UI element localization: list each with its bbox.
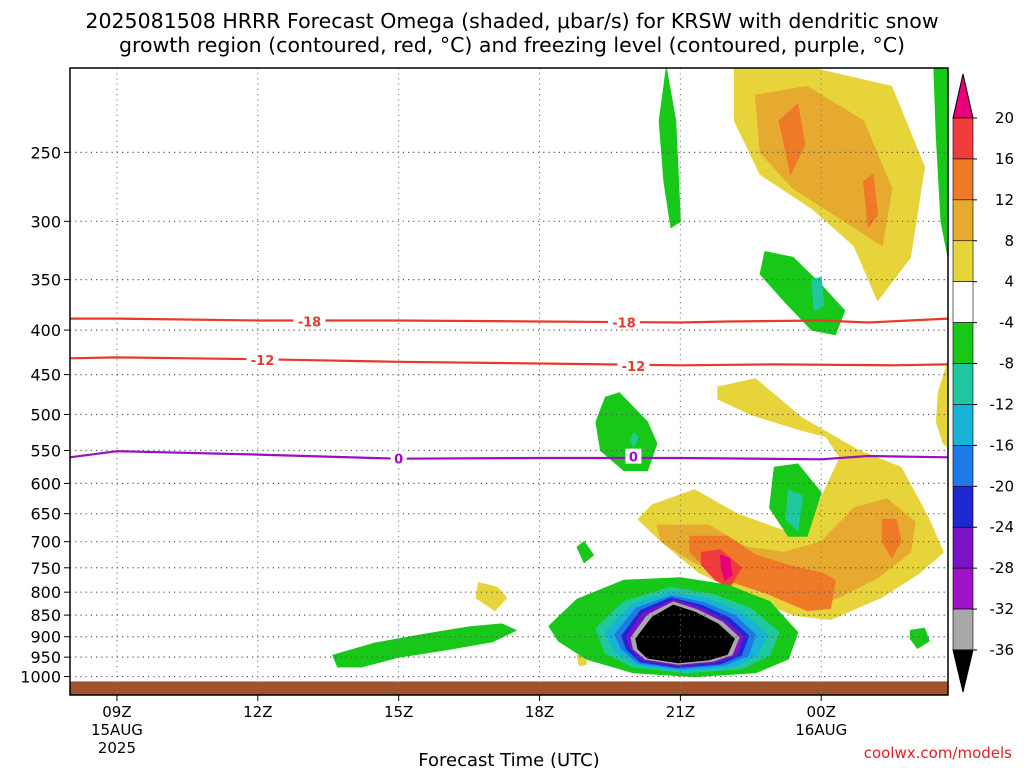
colorbar-bin (952, 526, 974, 569)
omega-region-0 (658, 68, 681, 229)
x-tick-label: 09Z (102, 703, 131, 721)
contour-label: -12 (622, 360, 646, 375)
x-tick-label: 21Z (666, 703, 695, 721)
colorbar-bin (952, 199, 974, 242)
omega-region-20 (576, 541, 594, 564)
colorbar-extend-bottom (952, 649, 974, 693)
omega-region-31 (635, 604, 735, 664)
y-tick-label: 600 (30, 474, 61, 493)
colorbar-label: 4 (1004, 273, 1014, 291)
y-tick-label: 850 (30, 606, 61, 625)
colorbar-bin (952, 445, 974, 487)
colorbar-bin (952, 608, 974, 651)
credit-text: coolwx.com/models (863, 744, 1012, 762)
colorbar-label: -4 (999, 314, 1014, 332)
y-tick-label: 1000 (20, 668, 61, 687)
y-tick-label: 800 (30, 583, 61, 602)
x-tick-year-label: 2025 (98, 739, 136, 757)
contour-label-bg (617, 358, 650, 374)
colorbar-label: -16 (990, 436, 1015, 454)
colorbar-label: -8 (999, 355, 1014, 373)
x-tick-date-label: 16AUG (795, 721, 847, 739)
contour-label: -18 (612, 316, 636, 331)
y-tick-label: 650 (30, 505, 61, 524)
omega-region-8 (935, 361, 948, 448)
contour-label-bg (625, 448, 642, 464)
x-tick-label: 15Z (384, 703, 413, 721)
colorbar-label: -20 (990, 477, 1015, 495)
omega-region-6 (759, 251, 846, 336)
colorbar-label: 12 (995, 191, 1014, 209)
omega-shading (70, 68, 948, 695)
x-tick-date-label: 15AUG (91, 721, 143, 739)
omega-region-4 (778, 103, 806, 175)
colorbar-label: 20 (995, 109, 1014, 127)
omega-region-18 (785, 489, 803, 532)
contour-label-bg (608, 314, 641, 330)
colorbar-label: -28 (990, 559, 1015, 577)
temperature-contours: -18 -18 -12 -12 0 0 (70, 313, 948, 468)
colorbar-label: -32 (990, 600, 1015, 618)
omega-region-1 (933, 68, 948, 258)
contour-label: 0 (629, 451, 638, 466)
contour-label: -12 (251, 354, 275, 369)
colorbar-label: -24 (990, 518, 1015, 536)
y-tick-label: 900 (30, 628, 61, 647)
colorbar-bin (952, 567, 974, 610)
contour-label: 0 (394, 453, 403, 468)
omega-region-22 (909, 627, 930, 649)
colorbar-bin (952, 486, 974, 528)
colorbar-bin (952, 240, 974, 282)
terrain-band (70, 681, 948, 695)
omega-region-5 (863, 173, 879, 229)
colorbar-bin (952, 363, 974, 405)
x-tick-label: 18Z (525, 703, 554, 721)
omega-region-16 (630, 432, 639, 448)
colorbar-bin (952, 322, 974, 364)
y-axis: 250 300 350 400 450 500 550 600 650 700 750 800 850 9… (20, 143, 70, 687)
contour-label: -18 (298, 315, 322, 330)
x-tick-label: 00Z (807, 703, 836, 721)
omega-region-23 (332, 623, 517, 668)
y-tick-label: 300 (30, 212, 61, 231)
y-tick-label: 500 (30, 405, 61, 424)
chart-title-line-1: 2025081508 HRRR Forecast Omega (shaded, … (85, 9, 939, 33)
omega-region-12 (881, 518, 902, 559)
colorbar-label: -12 (990, 395, 1015, 413)
plot-frame (69, 67, 949, 696)
omega-region-7 (811, 276, 825, 312)
y-tick-label: 250 (30, 143, 61, 162)
colorbar-extend-top (952, 73, 974, 119)
chart-title-line-2: growth region (contoured, red, °C) and f… (118, 33, 906, 57)
grid-lines (70, 68, 948, 695)
colorbar-bin (952, 117, 974, 160)
plot-border (69, 67, 949, 696)
x-tick-label: 12Z (243, 703, 272, 721)
y-tick-label: 350 (30, 271, 61, 290)
contour-label-bg (293, 313, 326, 329)
colorbar-label: 8 (1004, 232, 1014, 250)
colorbar-bin (952, 158, 974, 201)
omega-region-19 (475, 582, 508, 612)
colorbar-label: 16 (995, 150, 1014, 168)
colorbar-bin (952, 281, 974, 323)
colorbar-label: -36 (990, 641, 1015, 659)
contour-label-bg (246, 352, 279, 368)
y-tick-label: 750 (30, 559, 61, 578)
y-tick-label: 550 (30, 442, 61, 461)
contour-label-bg (390, 450, 407, 466)
contour-isotherm (70, 356, 948, 367)
x-axis-label: Forecast Time (UTC) (418, 750, 599, 768)
omega-region-15 (595, 392, 658, 472)
y-tick-label: 450 (30, 366, 61, 385)
y-tick-label: 950 (30, 648, 61, 667)
colorbar: 20 16 12 8 4 -4 -8 -12 -16 -20 -24 -28 -32 -36 (952, 73, 1015, 693)
y-tick-label: 400 (30, 321, 61, 340)
contour-freezing-level (70, 450, 948, 461)
colorbar-bin (952, 404, 974, 446)
y-tick-label: 700 (30, 533, 61, 552)
